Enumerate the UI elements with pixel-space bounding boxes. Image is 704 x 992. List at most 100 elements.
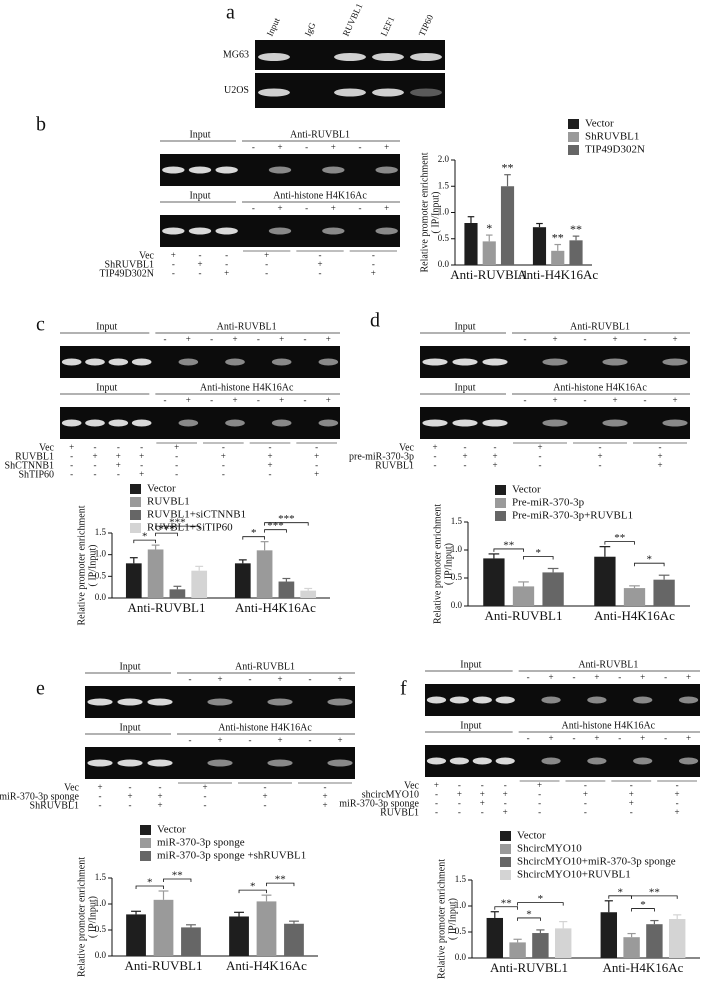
condition-mark: -: [584, 780, 587, 790]
lane-sign: -: [359, 203, 362, 213]
condition-mark: +: [97, 782, 102, 792]
significance-bracket: [517, 917, 541, 921]
lane-sign: -: [252, 203, 255, 213]
condition-mark: -: [315, 460, 318, 470]
bar: [256, 901, 277, 956]
y-tick-label: 0.0: [95, 950, 107, 960]
band: [452, 358, 478, 366]
condition-mark: -: [372, 250, 375, 260]
lane-sign: +: [384, 142, 389, 152]
y-tick-label: 1.0: [451, 544, 463, 554]
significance: *: [617, 886, 623, 898]
significance: **: [502, 160, 514, 174]
legend-label: ShcircMYO10+miR-370-3p sponge: [517, 856, 676, 868]
panel-label: b: [36, 114, 46, 136]
lane-sign: -: [584, 334, 587, 344]
significance-bracket: [494, 906, 518, 910]
lane-sign: -: [309, 735, 312, 745]
condition-mark: -: [175, 451, 178, 461]
condition-mark: +: [492, 451, 497, 461]
significance-bracket: [631, 895, 678, 899]
significance: *: [147, 877, 153, 889]
significance: *: [538, 893, 544, 905]
band: [188, 227, 212, 235]
significance: *: [526, 908, 532, 920]
condition-mark: -: [269, 442, 272, 452]
bar: [594, 556, 616, 606]
band: [375, 166, 398, 174]
gel: [60, 407, 340, 439]
x-tick-label: Anti-RUVBL1: [490, 960, 568, 975]
legend-swatch: [130, 523, 141, 533]
condition-mark: +: [69, 442, 74, 452]
band: [334, 88, 366, 97]
y-axis-label: ( IP/Input): [443, 543, 454, 585]
condition-mark: -: [435, 789, 438, 799]
condition-label: RUVBL1: [15, 451, 54, 462]
lane-sign: -: [664, 672, 667, 682]
condition-mark: +: [314, 469, 319, 479]
gel-header: Input: [454, 382, 475, 393]
condition-mark: -: [99, 791, 102, 801]
panel-label: f: [400, 678, 407, 700]
legend-swatch: [568, 132, 579, 142]
lane-sign: +: [277, 674, 282, 684]
bar: [234, 563, 251, 598]
significance: **: [172, 870, 183, 882]
y-tick-label: 0.5: [95, 924, 107, 934]
condition-mark: -: [435, 807, 438, 817]
lane-label: IgG: [303, 20, 318, 37]
bar: [464, 223, 478, 265]
condition-mark: -: [434, 451, 437, 461]
significance-bracket: [493, 548, 524, 552]
band: [422, 358, 448, 366]
band: [108, 419, 129, 427]
condition-mark: +: [127, 791, 132, 801]
lane-sign: -: [524, 334, 527, 344]
bar: [532, 227, 547, 265]
gel-header: Anti-histone H4K16Ac: [562, 720, 656, 731]
panel-label: a: [226, 2, 235, 24]
band: [662, 419, 688, 427]
lane-sign: -: [305, 203, 308, 213]
lane-sign: +: [672, 334, 677, 344]
band: [61, 358, 82, 366]
lane-sign: -: [257, 395, 260, 405]
y-axis-label: Relative promoter enrichment: [432, 504, 443, 624]
condition-mark: -: [204, 800, 207, 810]
significance: **: [649, 886, 660, 898]
condition-mark: -: [94, 460, 97, 470]
lane-sign: -: [527, 733, 530, 743]
band: [87, 698, 113, 706]
lane-sign: -: [305, 142, 308, 152]
x-tick-label: Anti-H4K16Ac: [235, 600, 316, 615]
condition-mark: +: [139, 451, 144, 461]
lane-sign: +: [552, 334, 557, 344]
lane-sign: +: [686, 672, 691, 682]
condition-mark: +: [171, 250, 176, 260]
legend-label: ShcircMYO10+RUVBL1: [517, 869, 631, 881]
x-tick-label: Anti-RUVBL1: [125, 958, 203, 973]
condition-mark: -: [225, 259, 228, 269]
gel-header: Input: [454, 321, 475, 332]
lane-sign: -: [249, 735, 252, 745]
legend-swatch: [130, 484, 141, 494]
band: [131, 419, 152, 427]
lane-sign: +: [331, 203, 336, 213]
lane-sign: -: [257, 334, 260, 344]
band: [162, 166, 185, 174]
condition-mark: +: [157, 791, 162, 801]
legend-label: miR-370-3p sponge: [157, 837, 245, 849]
condition-mark: -: [172, 268, 175, 278]
condition-label: Vec: [399, 442, 415, 453]
band: [131, 358, 152, 366]
y-tick-label: 1.5: [451, 516, 463, 526]
bar: [600, 912, 618, 958]
band: [61, 419, 82, 427]
condition-mark: -: [264, 800, 267, 810]
y-tick-label: 2.0: [438, 154, 450, 164]
condition-mark: +: [224, 268, 229, 278]
band: [452, 419, 478, 427]
condition-mark: -: [458, 798, 461, 808]
legend-label: RUVBL1: [147, 496, 190, 508]
